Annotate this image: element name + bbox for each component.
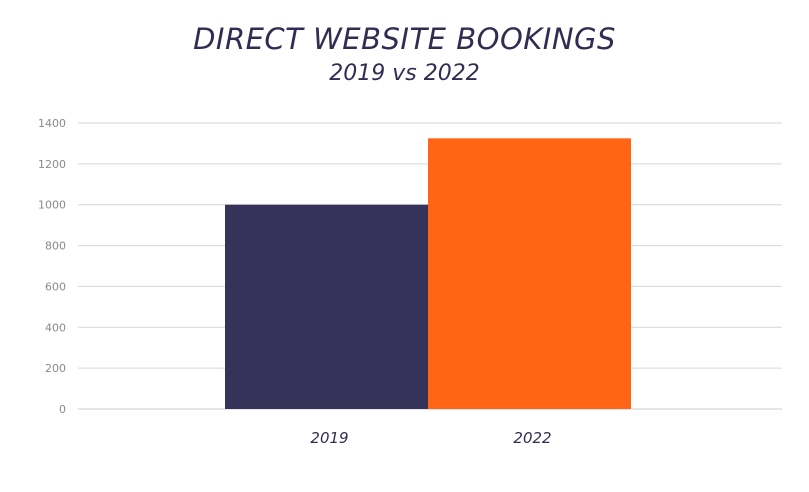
x-category-label: 2019 xyxy=(310,429,348,447)
bar-2019 xyxy=(225,204,428,409)
y-tick-label: 1200 xyxy=(38,158,66,171)
y-tick-label: 1000 xyxy=(38,199,66,212)
x-category-label: 2022 xyxy=(513,429,551,447)
bar-2022 xyxy=(428,138,631,410)
chart-subtitle: 2019 vs 2022 xyxy=(329,61,480,86)
y-tick-label: 600 xyxy=(45,280,66,293)
y-tick-label: 0 xyxy=(59,403,66,416)
y-tick-label: 1400 xyxy=(38,117,66,130)
y-tick-label: 200 xyxy=(45,362,66,375)
y-tick-label: 800 xyxy=(45,240,66,253)
y-tick-label: 400 xyxy=(45,321,66,334)
chart-title: DIRECT WEBSITE BOOKINGS xyxy=(193,22,616,56)
